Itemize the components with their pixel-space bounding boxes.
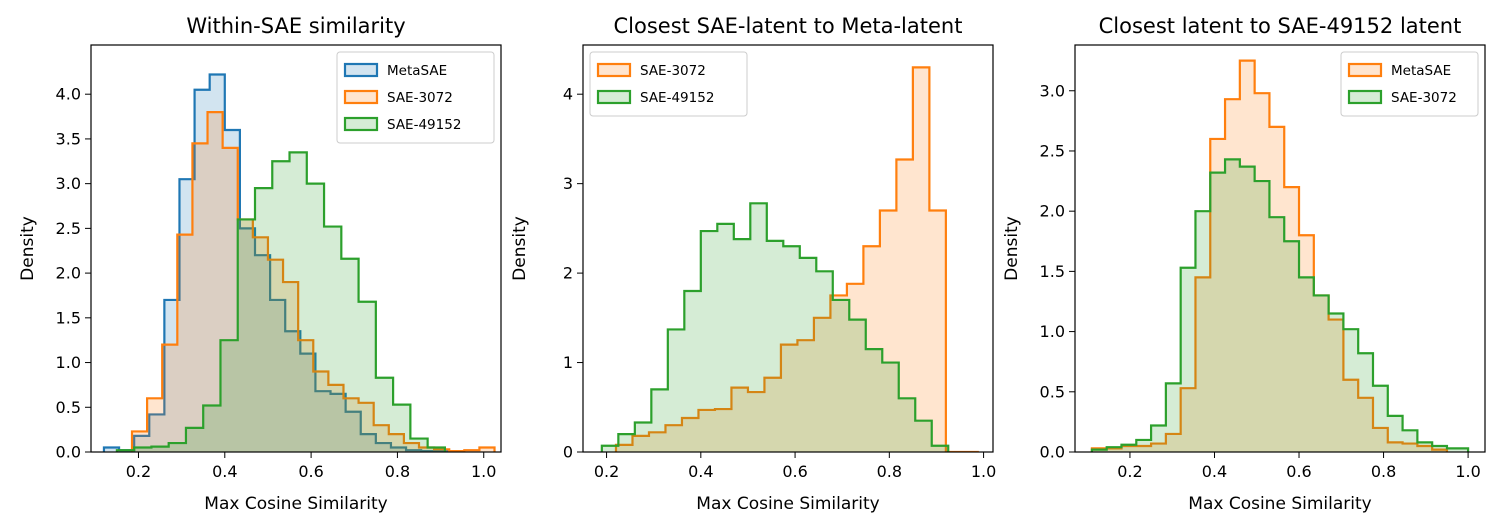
y-tick-label: 2.5 (56, 219, 81, 238)
legend-swatch (343, 62, 379, 78)
legend-frame (589, 51, 748, 117)
x-tick-label: 0.8 (385, 462, 410, 481)
series-outline-2 (130, 110, 496, 452)
legend-swatch (343, 89, 379, 105)
legend-swatch (1347, 62, 1383, 78)
series-fill-1 (615, 67, 979, 452)
legend-swatch (1347, 89, 1383, 105)
x-tick-label: 0.2 (126, 462, 151, 481)
y-tick-label: 0.5 (1040, 382, 1065, 401)
chart-title: Closest SAE-latent to Meta-latent (614, 14, 963, 38)
legend-label: SAE-49152 (387, 117, 461, 133)
x-tick-label: 0.4 (1202, 462, 1227, 481)
y-tick-label: 3 (563, 174, 573, 193)
x-tick-label: 0.8 (1371, 462, 1396, 481)
legend-label: SAE-49152 (640, 90, 714, 106)
y-tick-label: 0.5 (56, 398, 81, 417)
y-axis-label: Density (510, 216, 530, 281)
y-tick-label: 2.5 (1040, 141, 1065, 160)
y-tick-label: 1.0 (1040, 322, 1065, 341)
series-fill-2 (601, 203, 949, 452)
plot-area (1090, 59, 1470, 452)
series-outline-1 (614, 66, 979, 452)
series-outline-1 (102, 73, 453, 452)
y-axis-label: Density (18, 216, 38, 281)
y-tick-label: 0 (563, 443, 573, 462)
y-tick-label: 4 (563, 85, 573, 104)
y-tick-label: 1.5 (1040, 262, 1065, 281)
y-tick-label: 1.0 (56, 353, 81, 372)
y-tick-label: 0.0 (1040, 443, 1065, 462)
x-tick-label: 0.6 (1286, 462, 1311, 481)
y-tick-label: 4.0 (56, 85, 81, 104)
x-tick-label: 1.0 (471, 462, 496, 481)
chart-title: Within-SAE similarity (186, 14, 405, 38)
legend-frame (1340, 51, 1479, 117)
axes-frame (90, 44, 502, 453)
y-tick-label: 1.5 (56, 308, 81, 327)
x-axis-label: Max Cosine Similarity (204, 494, 387, 514)
legend-label: MetaSAE (387, 63, 447, 79)
y-tick-label: 2.0 (1040, 202, 1065, 221)
x-tick-label: 1.0 (1455, 462, 1480, 481)
x-tick-label: 0.6 (298, 462, 323, 481)
series-fill-2 (132, 112, 495, 452)
x-tick-label: 1.0 (971, 462, 996, 481)
legend-label: SAE-3072 (1391, 90, 1457, 106)
series-outline-2 (600, 202, 950, 452)
x-tick-label: 0.2 (594, 462, 619, 481)
y-tick-label: 2.0 (56, 264, 81, 283)
y-tick-label: 3.5 (56, 129, 81, 148)
axes-frame (582, 44, 994, 453)
series-fill-2 (1091, 159, 1469, 452)
legend: MetaSAE SAE-3072 (1340, 51, 1479, 117)
series-outline-2 (1090, 158, 1470, 452)
chart-3: 0.2 0.4 0.6 0.8 1.0 0.0 0.5 1.0 1.5 2.0 2.5 3.0 Clos… (1002, 14, 1486, 514)
legend-swatch (596, 62, 632, 78)
x-axis-label: Max Cosine Similarity (1188, 494, 1371, 514)
axes-frame (1074, 44, 1486, 453)
x-tick-label: 0.2 (1117, 462, 1142, 481)
series-outline-3 (115, 151, 446, 452)
y-axis-label: Density (1002, 216, 1022, 281)
y-tick-label: 2 (563, 264, 573, 283)
plot-area (102, 73, 496, 452)
series-fill-1 (103, 74, 452, 452)
legend-swatch (343, 116, 379, 132)
y-tick-label: 3.0 (56, 174, 81, 193)
series-fill-3 (116, 152, 445, 452)
legend-label: SAE-3072 (387, 90, 453, 106)
y-tick-label: 0.0 (56, 443, 81, 462)
x-tick-label: 0.8 (877, 462, 902, 481)
plot-area (600, 66, 979, 452)
chart-1: 0.2 0.4 0.6 0.8 1.0 0.0 0.5 1.0 1.5 2.0 2.5 3.0 3.5 4… (18, 14, 502, 514)
x-axis-label: Max Cosine Similarity (696, 494, 879, 514)
series-fill-1 (1091, 60, 1447, 452)
x-tick-label: 0.6 (782, 462, 807, 481)
chart-title: Closest latent to SAE-49152 latent (1099, 14, 1462, 38)
x-tick-label: 0.4 (688, 462, 713, 481)
x-tick-label: 0.4 (212, 462, 237, 481)
y-tick-label: 3.0 (1040, 81, 1065, 100)
series-outline-1 (1090, 59, 1449, 452)
chart-2: 0.2 0.4 0.6 0.8 1.0 0 1 2 3 4 Closest SAE-latent t… (510, 14, 996, 514)
legend-swatch (596, 89, 632, 105)
y-tick-label: 1 (563, 353, 573, 372)
legend-label: MetaSAE (1391, 63, 1451, 79)
legend-label: SAE-3072 (640, 63, 706, 79)
legend: MetaSAE SAE-3072 SAE-49152 (336, 51, 495, 144)
legend: SAE-3072 SAE-49152 (589, 51, 748, 117)
